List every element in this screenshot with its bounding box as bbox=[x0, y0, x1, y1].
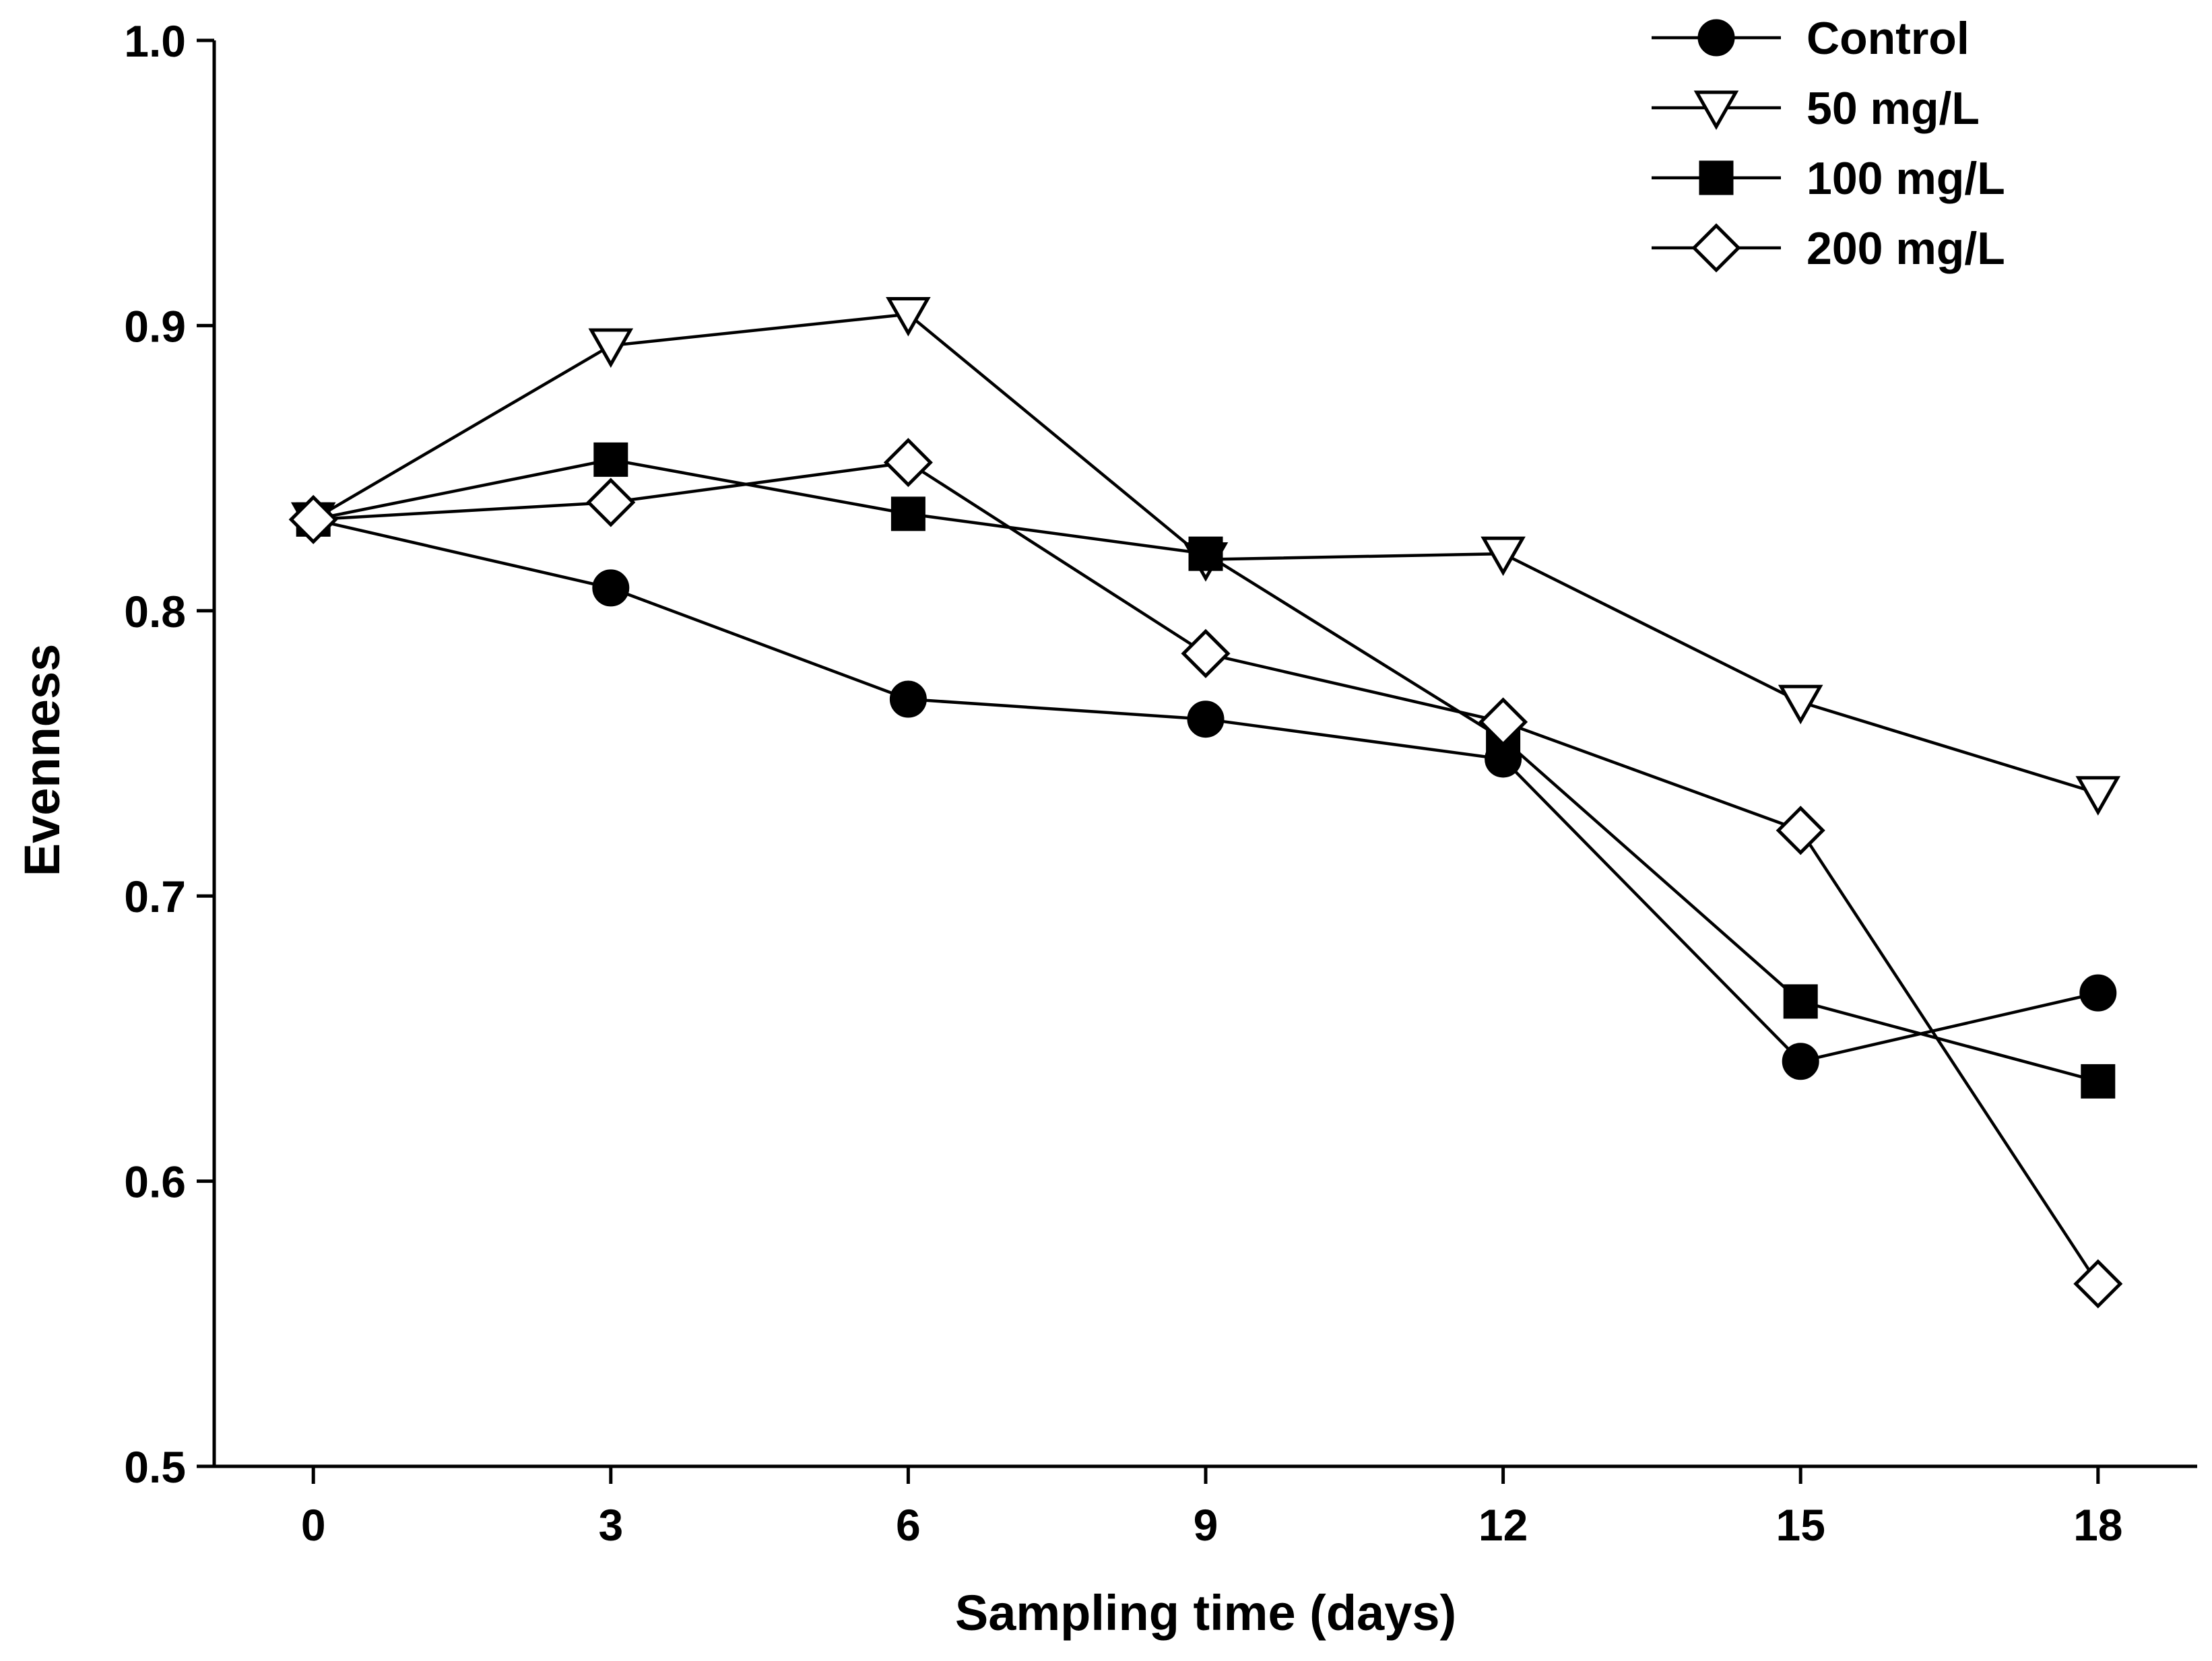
legend-label: 50 mg/L bbox=[1807, 83, 1980, 134]
data-point-control bbox=[1782, 1043, 1819, 1080]
series-200-mg-l bbox=[313, 461, 2100, 1285]
axes: 0.5 0.6 0.7 0.8 0.9 1.0 0 3 6 9 12 15 18 bbox=[124, 16, 2197, 1550]
data-point-control bbox=[1187, 701, 1225, 738]
legend-label: Control bbox=[1807, 13, 1970, 64]
legend-item-control: Control bbox=[1652, 13, 1970, 64]
legend-marker bbox=[1699, 160, 1734, 195]
data-point-50-mg-l bbox=[588, 328, 634, 368]
x-tick-label: 9 bbox=[1194, 1500, 1218, 1550]
series-control bbox=[313, 518, 2099, 1064]
markers-200-mg-l bbox=[288, 438, 2123, 1309]
y-axis-title: Evenness bbox=[14, 644, 70, 877]
y-tick-label: 1.0 bbox=[124, 16, 186, 66]
x-ticks: 0 3 6 9 12 15 18 bbox=[301, 1466, 2123, 1550]
data-point-50-mg-l bbox=[1778, 684, 1823, 725]
data-point-100-mg-l bbox=[2081, 1064, 2116, 1099]
y-tick-label: 0.6 bbox=[124, 1157, 186, 1207]
data-point-200-mg-l bbox=[1181, 628, 1231, 678]
data-point-50-mg-l bbox=[1481, 536, 1526, 577]
data-point-200-mg-l bbox=[883, 438, 933, 488]
data-point-100-mg-l bbox=[1783, 984, 1818, 1019]
legend-item-200-mg-l: 200 mg/L bbox=[1652, 223, 2005, 274]
legend: Control 50 mg/L 100 mg/L 200 mg/L bbox=[1652, 13, 2005, 274]
legend-label: 100 mg/L bbox=[1807, 153, 2005, 204]
data-point-50-mg-l bbox=[886, 296, 931, 337]
data-point-100-mg-l bbox=[890, 496, 925, 531]
data-point-200-mg-l bbox=[1478, 697, 1528, 747]
data-point-control bbox=[889, 680, 927, 718]
y-tick-label: 0.7 bbox=[124, 872, 186, 921]
markers-control bbox=[294, 500, 2117, 1080]
data-point-control bbox=[2079, 974, 2117, 1012]
legend-item-100-mg-l: 100 mg/L bbox=[1652, 153, 2005, 204]
data-point-control bbox=[592, 569, 630, 607]
legend-label: 200 mg/L bbox=[1807, 223, 2005, 274]
y-tick-label: 0.5 bbox=[124, 1442, 186, 1492]
x-tick-label: 18 bbox=[2073, 1500, 2122, 1550]
legend-marker bbox=[1697, 19, 1735, 57]
data-point-50-mg-l bbox=[2075, 776, 2121, 816]
data-point-100-mg-l bbox=[593, 442, 628, 477]
legend-marker bbox=[1691, 223, 1741, 273]
x-tick-label: 12 bbox=[1478, 1500, 1528, 1550]
series-line-200-mg-l bbox=[313, 461, 2100, 1285]
markers-100-mg-l bbox=[296, 442, 2116, 1099]
data-point-200-mg-l bbox=[1776, 806, 1825, 855]
data-point-200-mg-l bbox=[288, 494, 338, 544]
series-line-control bbox=[313, 518, 2099, 1064]
y-ticks: 0.5 0.6 0.7 0.8 0.9 1.0 bbox=[124, 16, 214, 1492]
legend-marker bbox=[1693, 90, 1739, 131]
y-tick-label: 0.8 bbox=[124, 587, 186, 637]
y-tick-label: 0.9 bbox=[124, 301, 186, 351]
x-tick-label: 15 bbox=[1776, 1500, 1825, 1550]
x-tick-label: 3 bbox=[598, 1500, 623, 1550]
data-point-200-mg-l bbox=[586, 478, 636, 527]
series-group bbox=[288, 296, 2123, 1309]
data-point-100-mg-l bbox=[1188, 536, 1223, 571]
x-tick-label: 6 bbox=[896, 1500, 921, 1550]
data-point-200-mg-l bbox=[2073, 1259, 2123, 1309]
x-axis-title: Sampling time (days) bbox=[955, 1585, 1456, 1641]
legend-item-50-mg-l: 50 mg/L bbox=[1652, 83, 1980, 134]
x-tick-label: 0 bbox=[301, 1500, 326, 1550]
